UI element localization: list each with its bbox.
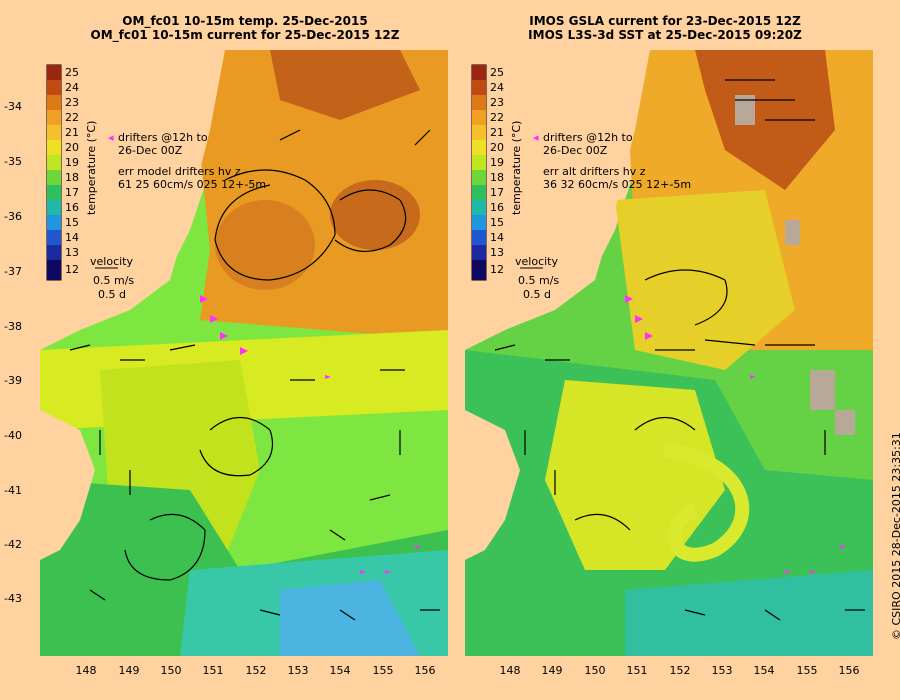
right-colorbar-label: temperature (°C) <box>510 120 523 215</box>
right-cb-tick: 17 <box>490 186 504 199</box>
right-map <box>465 50 873 656</box>
x-tick: 151 <box>202 664 224 677</box>
right-cb-tick: 15 <box>490 216 504 229</box>
x-tick: 155 <box>372 664 394 677</box>
left-cb-tick: 23 <box>65 96 79 109</box>
right-cb-tick: 13 <box>490 246 504 259</box>
y-tick: -43 <box>4 592 22 605</box>
right-title-line2: IMOS L3S-3d SST at 25-Dec-2015 09:20Z <box>528 28 802 42</box>
right-cb-tick: 25 <box>490 66 504 79</box>
left-cb-tick: 21 <box>65 126 79 139</box>
left-err-line2: 61 25 60cm/s 025 12+-5m <box>118 178 267 191</box>
right-cb-tick: 18 <box>490 171 504 184</box>
left-err-note: err model drifters hv z 61 25 60cm/s 025… <box>118 165 266 191</box>
left-colorbar-label: temperature (°C) <box>85 120 98 215</box>
x-tick: 149 <box>541 664 563 677</box>
left-current-arrows <box>69 129 440 621</box>
left-drifters-line1: drifters @12h to <box>118 131 208 144</box>
left-cb-tick: 22 <box>65 111 79 124</box>
y-tick: -35 <box>4 155 22 168</box>
left-map-panel <box>40 50 448 656</box>
y-tick: -37 <box>4 265 22 278</box>
left-cb-tick: 15 <box>65 216 79 229</box>
right-err-note: err alt drifters hv z 36 32 60cm/s 025 1… <box>543 165 691 191</box>
left-cb-tick: 12 <box>65 263 79 276</box>
right-cb-tick: 23 <box>490 96 504 109</box>
y-tick: -38 <box>4 320 22 333</box>
right-drifter-marker-icon: ◂ <box>533 131 539 144</box>
right-cb-tick: 24 <box>490 81 504 94</box>
left-cb-tick: 14 <box>65 231 79 244</box>
x-tick: 152 <box>245 664 267 677</box>
right-velocity-scale: 0.5 m/s <box>518 274 560 287</box>
left-cb-tick: 18 <box>65 171 79 184</box>
left-colorbar <box>46 64 62 281</box>
right-velocity-time: 0.5 d <box>523 288 551 301</box>
right-title-line1: IMOS GSLA current for 23-Dec-2015 12Z <box>529 14 801 28</box>
left-cb-tick: 19 <box>65 156 79 169</box>
left-cb-tick: 25 <box>65 66 79 79</box>
x-tick: 156 <box>838 664 860 677</box>
right-cb-tick: 22 <box>490 111 504 124</box>
x-tick: 154 <box>329 664 351 677</box>
right-cb-tick: 20 <box>490 141 504 154</box>
x-tick: 151 <box>626 664 648 677</box>
right-drifters-line2: 26-Dec 00Z <box>543 144 608 157</box>
left-map <box>40 50 448 656</box>
right-err-line2: 36 32 60cm/s 025 12+-5m <box>543 178 692 191</box>
right-drifters-line1: drifters @12h to <box>543 131 633 144</box>
x-tick: 150 <box>160 664 182 677</box>
right-velocity-label: velocity <box>515 255 558 268</box>
x-tick: 148 <box>75 664 97 677</box>
x-tick: 155 <box>796 664 818 677</box>
x-tick: 149 <box>118 664 140 677</box>
left-velocity-label: velocity <box>90 255 133 268</box>
y-tick: -41 <box>4 484 22 497</box>
x-tick: 152 <box>669 664 691 677</box>
right-cb-tick: 16 <box>490 201 504 214</box>
left-cb-tick: 20 <box>65 141 79 154</box>
y-tick: -40 <box>4 429 22 442</box>
y-tick: -36 <box>4 210 22 223</box>
right-err-line1: err alt drifters hv z <box>543 165 646 178</box>
right-cb-tick: 21 <box>490 126 504 139</box>
left-err-line1: err model drifters hv z <box>118 165 241 178</box>
x-tick: 154 <box>753 664 775 677</box>
left-cb-tick: 13 <box>65 246 79 259</box>
left-cb-tick: 24 <box>65 81 79 94</box>
left-cb-tick: 16 <box>65 201 79 214</box>
y-tick: -42 <box>4 538 22 551</box>
right-title: IMOS GSLA current for 23-Dec-2015 12Z IM… <box>500 14 830 42</box>
x-tick: 153 <box>287 664 309 677</box>
left-title-line1: OM_fc01 10-15m temp. 25-Dec-2015 <box>122 14 368 28</box>
left-title: OM_fc01 10-15m temp. 25-Dec-2015 OM_fc01… <box>80 14 410 42</box>
right-cb-tick: 14 <box>490 231 504 244</box>
left-cb-tick: 17 <box>65 186 79 199</box>
left-drifter-marker-icon: ◂ <box>108 131 114 144</box>
copyright-stamp: © CSIRO 2015 28-Dec-2015 23:35:31 <box>890 432 900 640</box>
x-tick: 150 <box>584 664 606 677</box>
y-tick: -34 <box>4 100 22 113</box>
right-colorbar <box>471 64 487 281</box>
x-tick: 153 <box>711 664 733 677</box>
left-drifters-note: drifters @12h to 26-Dec 00Z <box>118 131 208 157</box>
y-tick: -39 <box>4 374 22 387</box>
right-map-panel <box>465 50 873 656</box>
x-tick: 156 <box>414 664 436 677</box>
right-drifters-note: drifters @12h to 26-Dec 00Z <box>543 131 633 157</box>
left-title-line2: OM_fc01 10-15m current for 25-Dec-2015 1… <box>90 28 400 42</box>
right-cb-tick: 12 <box>490 263 504 276</box>
x-tick: 148 <box>499 664 521 677</box>
right-cb-tick: 19 <box>490 156 504 169</box>
left-drifters-line2: 26-Dec 00Z <box>118 144 183 157</box>
right-current-arrows <box>494 79 865 621</box>
left-velocity-scale: 0.5 m/s <box>93 274 135 287</box>
left-velocity-time: 0.5 d <box>98 288 126 301</box>
